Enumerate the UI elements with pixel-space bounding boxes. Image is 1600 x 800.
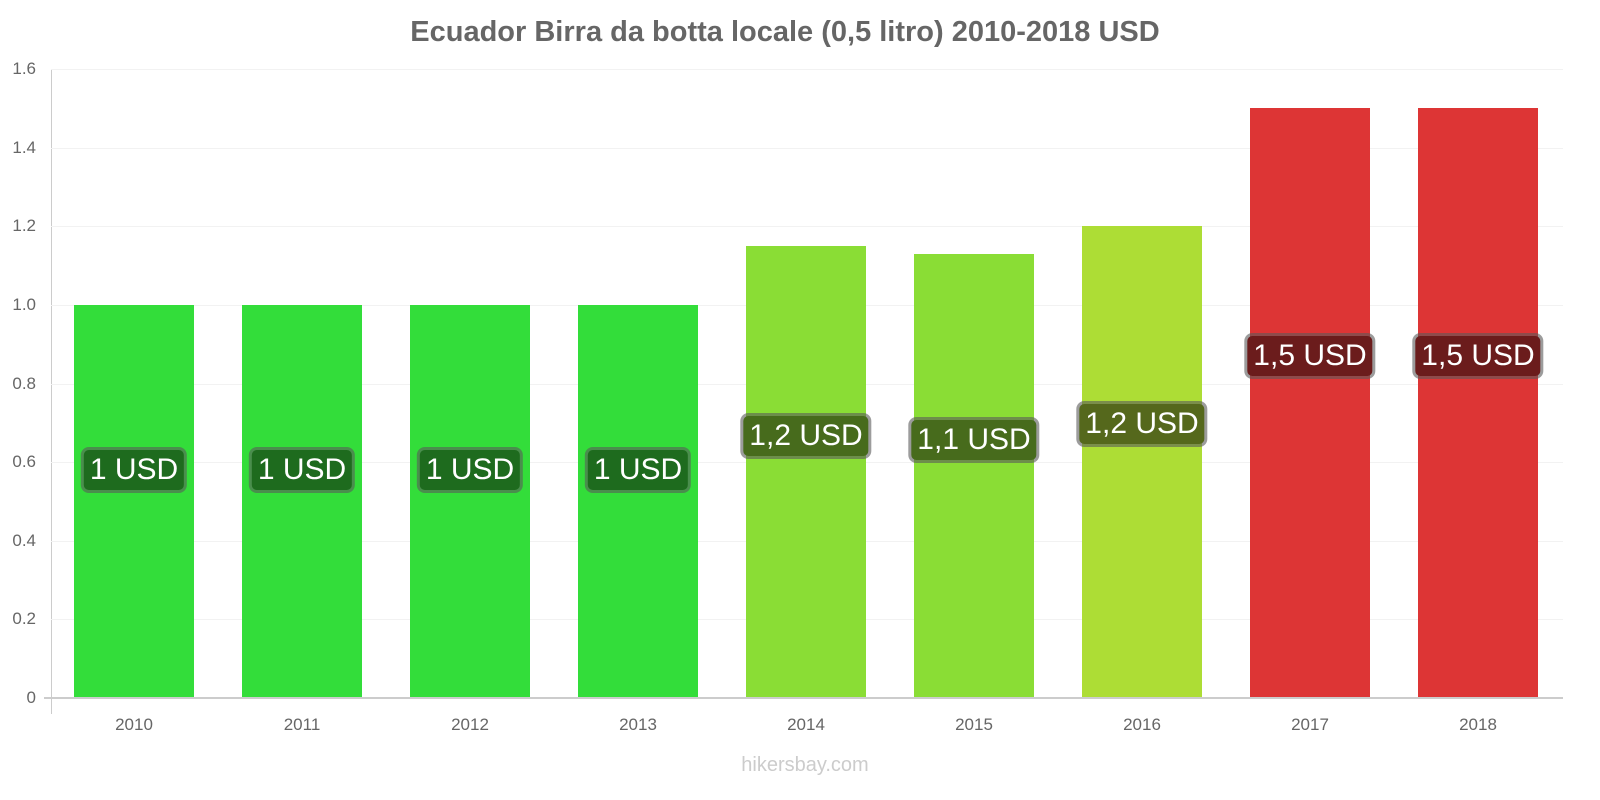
data-label: 1 USD <box>587 449 689 490</box>
x-tick-label: 2017 <box>1291 715 1329 734</box>
bar-2011: 1 USD <box>242 304 362 698</box>
y-tick-label: 0.4 <box>12 530 36 550</box>
y-tick-label: 1.6 <box>12 59 36 78</box>
data-label: 1,2 USD <box>743 415 869 456</box>
x-tick-label: 2014 <box>787 715 825 734</box>
data-label: 1,5 USD <box>1247 335 1373 376</box>
y-tick-label: 1.4 <box>12 137 36 157</box>
bar-2017: 1,5 USD <box>1247 108 1373 698</box>
x-tick-label: 2012 <box>451 715 489 734</box>
plot-area: 1 USD 1 USD 1 USD 1 USD 1,2 USD 1,1 USD 1,2 US… <box>51 69 1563 698</box>
bar-2015: 1,1 USD <box>911 253 1037 698</box>
bar-2013: 1 USD <box>578 304 698 698</box>
x-tick-label: 2011 <box>283 715 321 734</box>
y-tick-label: 0.6 <box>12 452 36 472</box>
gridline <box>51 69 1563 70</box>
data-label: 1,1 USD <box>911 420 1037 461</box>
chart-title: Ecuador Birra da botta locale (0,5 litro… <box>410 16 1160 48</box>
x-tick-label: 2015 <box>955 715 993 734</box>
data-label: 1 USD <box>83 449 185 490</box>
y-tick-label: 1.2 <box>12 216 36 236</box>
y-axis-line <box>51 69 52 714</box>
y-tick-label: 1.0 <box>12 294 36 314</box>
x-axis-line <box>44 697 1563 699</box>
data-label: 1 USD <box>419 449 521 490</box>
y-tick-label: 0.8 <box>12 373 36 393</box>
gridline <box>51 226 1563 228</box>
bar-2018: 1,5 USD <box>1415 108 1541 698</box>
watermark: hikersbay.com <box>741 754 869 776</box>
bar-2014: 1,2 USD <box>743 245 869 698</box>
y-tick-label: 0.2 <box>12 609 36 629</box>
x-tick-label: 2018 <box>1459 715 1497 734</box>
gridline <box>51 147 1563 149</box>
bar-2012: 1 USD <box>410 304 530 698</box>
data-label: 1,5 USD <box>1415 335 1541 376</box>
x-tick-label: 2010 <box>115 715 153 734</box>
data-label: 1,2 USD <box>1079 404 1205 445</box>
x-tick-label: 2016 <box>1123 715 1161 734</box>
bar-2010: 1 USD <box>74 304 194 698</box>
bar-2016: 1,2 USD <box>1079 226 1205 698</box>
x-tick-label: 2013 <box>619 715 657 734</box>
y-tick-label: 0 <box>26 688 36 707</box>
data-label: 1 USD <box>251 449 353 490</box>
